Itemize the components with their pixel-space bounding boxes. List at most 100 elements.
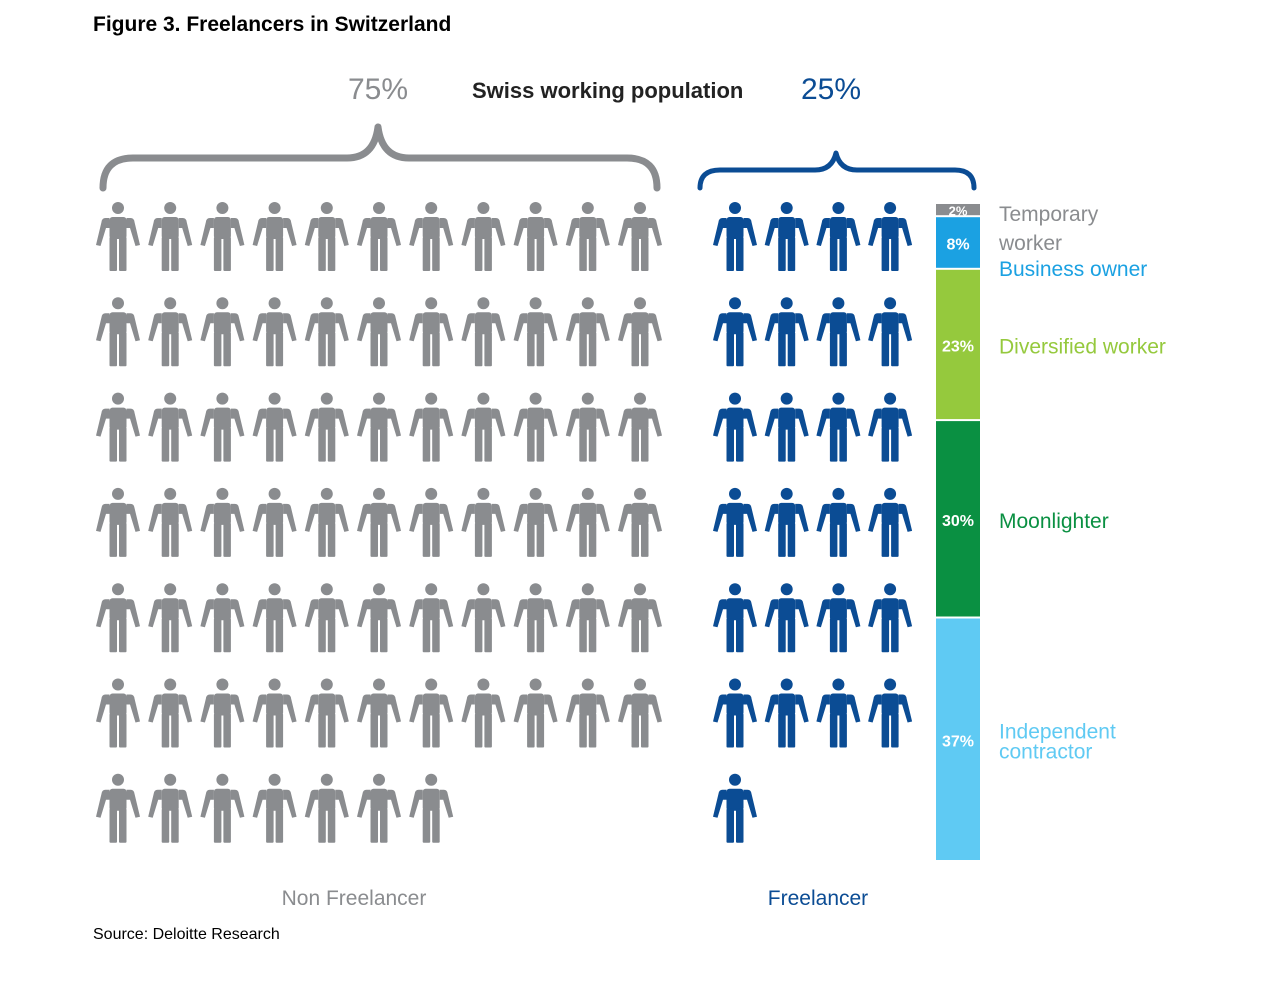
segment-diversified-worker [936,269,980,420]
freelancer-person-icon [764,583,809,653]
freelancer-person-icon [764,392,809,462]
freelancer-person-icon [868,392,913,462]
freelancer-person-icon [816,678,861,748]
non-freelancer-person-icon [409,678,454,748]
non-freelancer-person-icon [409,487,454,557]
non-freelancer-person-icon [565,297,610,367]
freelancer-percent: 25% [801,73,862,106]
freelancer-icons [713,202,913,843]
non-freelancer-person-icon [461,297,506,367]
segment-value-label: 2% [949,204,968,219]
freelancer-label: Freelancer [768,887,868,910]
freelancer-person-icon [816,392,861,462]
non-freelancer-person-icon [409,392,454,462]
non-freelancer-person-icon [200,297,245,367]
non-freelancer-person-icon [304,583,349,653]
non-freelancer-person-icon [252,583,297,653]
non-freelancer-person-icon [252,773,297,843]
freelancer-person-icon [764,202,809,271]
freelancer-person-icon [868,583,913,653]
non-freelancer-person-icon [357,487,401,557]
non-freelancer-person-icon [252,202,297,271]
non-freelancer-person-icon [96,583,140,653]
non-freelancer-person-icon [148,202,193,271]
non-freelancer-person-icon [461,392,506,462]
non-freelancer-person-icon [96,297,140,367]
freelancer-breakdown-bar: 2% Temporary worker 8% Business owner 23% Dive… [936,203,1166,860]
freelancer-person-icon [868,202,913,271]
non-freelancer-person-icon [409,773,454,843]
freelancer-person-icon [764,487,809,557]
segment-category-label: Moonlighter [999,510,1109,533]
segment-value-label: 30% [942,513,974,530]
non-freelancer-person-icon [200,392,245,462]
freelancer-person-icon [713,583,757,653]
non-freelancer-person-icon [357,392,401,462]
non-freelancer-label: Non Freelancer [282,887,427,910]
segment-business-owner [936,217,980,268]
non-freelancer-person-icon [252,487,297,557]
freelancer-person-icon [816,202,861,271]
freelancer-person-icon [713,678,757,748]
non-freelancer-person-icon [148,583,193,653]
chart-title: Swiss working population [472,78,744,103]
non-freelancer-percent: 75% [348,73,409,106]
non-freelancer-person-icon [461,487,506,557]
freelancer-person-icon [868,678,913,748]
non-freelancer-person-icon [148,678,193,748]
non-freelancer-person-icon [148,297,193,367]
non-freelancer-person-icon [304,487,349,557]
non-freelancer-person-icon [409,297,454,367]
freelancer-person-icon [713,487,757,557]
non-freelancer-person-icon [513,297,558,367]
non-freelancer-person-icon [252,678,297,748]
non-freelancer-person-icon [565,487,610,557]
non-freelancer-person-icon [304,773,349,843]
non-freelancer-brace [99,123,661,192]
non-freelancer-person-icon [513,678,558,748]
non-freelancer-person-icon [96,773,140,843]
freelancer-person-icon [764,678,809,748]
segment-category-label: Business owner [999,258,1147,281]
non-freelancer-person-icon [565,392,610,462]
freelancer-person-icon [713,392,757,462]
non-freelancer-person-icon [304,392,349,462]
non-freelancer-person-icon [96,202,140,271]
non-freelancer-person-icon [200,487,245,557]
non-freelancer-person-icon [148,773,193,843]
non-freelancer-person-icon [513,392,558,462]
non-freelancer-person-icon [409,583,454,653]
freelancer-person-icon [868,487,913,557]
non-freelancer-person-icon [565,583,610,653]
freelancer-person-icon [816,583,861,653]
freelancer-person-icon [713,773,757,843]
non-freelancer-person-icon [357,202,401,271]
segment-independent-contractor [936,618,980,860]
segment-value-label: 23% [942,339,974,356]
non-freelancer-person-icon [461,583,506,653]
non-freelancer-person-icon [252,392,297,462]
freelancer-person-icon [868,297,913,367]
non-freelancer-person-icon [513,487,558,557]
freelancer-person-icon [713,202,757,271]
non-freelancer-person-icon [565,202,610,271]
figure-title: Figure 3. Freelancers in Switzerland [93,13,452,36]
non-freelancer-person-icon [409,202,454,271]
non-freelancer-person-icon [304,297,349,367]
freelancer-brace [697,150,977,191]
segment-category-label: Diversified worker [999,336,1166,359]
freelancer-person-icon [816,487,861,557]
non-freelancer-person-icon [618,392,662,462]
non-freelancer-person-icon [357,297,401,367]
non-freelancer-person-icon [565,678,610,748]
non-freelancer-person-icon [148,392,193,462]
freelancer-person-icon [713,297,757,367]
non-freelancer-person-icon [461,202,506,271]
non-freelancer-person-icon [96,392,140,462]
non-freelancer-person-icon [618,678,662,748]
non-freelancer-person-icon [304,678,349,748]
non-freelancer-person-icon [96,487,140,557]
segment-moonlighter [936,421,980,617]
segment-category-label: Independent [999,720,1116,743]
